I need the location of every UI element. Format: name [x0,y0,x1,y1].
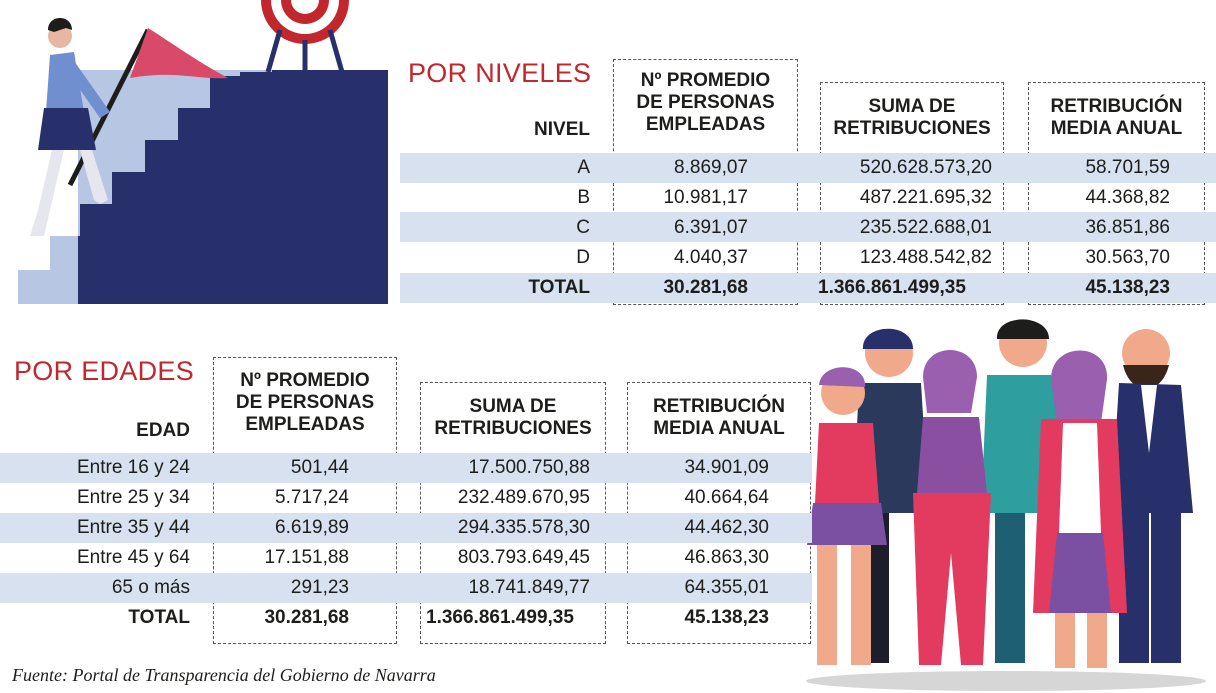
edades-row-label: Entre 25 y 34 [76,487,190,508]
niveles-row-media: 58.701,59 [1085,157,1170,178]
edades-band [0,573,812,603]
niveles-header-suma: SUMA DE RETRIBUCIONES [833,96,991,139]
niveles-row-empleados: 10.981,17 [663,187,748,208]
edades-row-media: 44.462,30 [684,517,769,538]
edades-row-label: Entre 35 y 44 [76,517,190,538]
niveles-total-empleados: 30.281,68 [663,277,748,298]
niveles-row-media: 30.563,70 [1085,247,1170,268]
niveles-row-header: NIVEL [534,119,590,140]
niveles-row-empleados: 8.869,07 [674,157,748,178]
edades-row-label: Entre 16 y 24 [76,457,190,478]
niveles-row-label: D [576,247,590,268]
edades-row-empleados: 5.717,24 [275,487,349,508]
people-group-illustration [806,319,1206,691]
edades-col-empleados-box [213,357,397,644]
niveles-row-suma: 520.628.573,20 [859,157,992,178]
niveles-row-suma: 123.488.542,82 [859,247,992,268]
niveles-band [400,153,1216,183]
edades-row-empleados: 291,23 [290,577,349,598]
edades-row-empleados: 501,44 [290,457,349,478]
edades-header-empleados: Nº PROMEDIO DE PERSONAS EMPLEADAS [235,370,375,435]
edades-row-label: 65 o más [111,577,190,598]
niveles-col-media-box [1028,82,1205,305]
niveles-row-suma: 487.221.695,32 [859,187,992,208]
niveles-total-suma: 1.366.861.499,35 [818,277,966,298]
edades-total-label: TOTAL [128,607,190,628]
niveles-col-suma-box [820,82,1004,305]
edades-row-suma: 803.793.649,45 [457,547,590,568]
niveles-row-label: B [577,187,590,208]
stairs-goal-illustration [18,0,388,304]
niveles-band [400,273,1216,303]
source-footer: Fuente: Portal de Transparencia del Gobi… [12,665,436,685]
edades-header-media: RETRIBUCIÓN MEDIA ANUAL [653,396,785,439]
niveles-row-label: A [577,157,590,178]
edades-total-suma: 1.366.861.499,35 [426,607,574,628]
edades-row-suma: 17.500.750,88 [468,457,590,478]
niveles-band [400,212,1216,242]
edades-row-media: 46.863,30 [684,547,769,568]
edades-total-empleados: 30.281,68 [264,607,349,628]
edades-row-media: 34.901,09 [684,457,769,478]
edades-row-media: 40.664,64 [684,487,769,508]
edades-row-suma: 232.489.670,95 [457,487,590,508]
niveles-row-empleados: 6.391,07 [674,217,748,238]
niveles-row-label: C [576,217,590,238]
edades-band [0,513,812,543]
edades-row-label: Entre 45 y 64 [76,547,190,568]
edades-row-empleados: 6.619,89 [275,517,349,538]
niveles-total-label: TOTAL [528,277,590,298]
edades-row-header: EDAD [136,420,190,441]
edades-row-suma: 294.335.578,30 [457,517,590,538]
niveles-row-media: 36.851,86 [1085,217,1170,238]
niveles-row-media: 44.368,82 [1085,187,1170,208]
niveles-total-media: 45.138,23 [1085,277,1170,298]
edades-row-empleados: 17.151,88 [264,547,349,568]
niveles-row-empleados: 4.040,37 [674,247,748,268]
niveles-row-suma: 235.522.688,01 [859,217,992,238]
edades-title: POR EDADES [14,356,195,386]
niveles-title: POR NIVELES [408,58,592,88]
edades-header-suma: SUMA DE RETRIBUCIONES [434,396,592,439]
niveles-header-empleados: Nº PROMEDIO DE PERSONAS EMPLEADAS [636,70,775,135]
edades-row-media: 64.355,01 [684,577,769,598]
niveles-header-media: RETRIBUCIÓN MEDIA ANUAL [1050,96,1183,139]
edades-row-suma: 18.741.849,77 [468,577,590,598]
edades-band [0,453,812,483]
edades-total-media: 45.138,23 [684,607,769,628]
